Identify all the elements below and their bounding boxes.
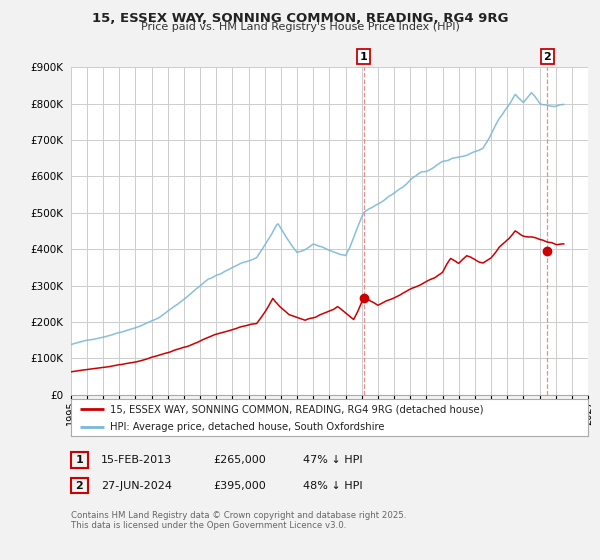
Text: 15, ESSEX WAY, SONNING COMMON, READING, RG4 9RG (detached house): 15, ESSEX WAY, SONNING COMMON, READING, … xyxy=(110,404,483,414)
Text: 15-FEB-2013: 15-FEB-2013 xyxy=(101,455,172,465)
Text: Contains HM Land Registry data © Crown copyright and database right 2025.
This d: Contains HM Land Registry data © Crown c… xyxy=(71,511,406,530)
Text: 27-JUN-2024: 27-JUN-2024 xyxy=(101,480,172,491)
Text: 15, ESSEX WAY, SONNING COMMON, READING, RG4 9RG: 15, ESSEX WAY, SONNING COMMON, READING, … xyxy=(92,12,508,25)
Text: £265,000: £265,000 xyxy=(213,455,266,465)
Text: 47% ↓ HPI: 47% ↓ HPI xyxy=(303,455,362,465)
Text: 1: 1 xyxy=(76,455,83,465)
Text: 2: 2 xyxy=(76,480,83,491)
Text: Price paid vs. HM Land Registry's House Price Index (HPI): Price paid vs. HM Land Registry's House … xyxy=(140,22,460,32)
Text: 2: 2 xyxy=(544,52,551,62)
Text: £395,000: £395,000 xyxy=(213,480,266,491)
Text: 48% ↓ HPI: 48% ↓ HPI xyxy=(303,480,362,491)
Text: 1: 1 xyxy=(360,52,368,62)
Text: HPI: Average price, detached house, South Oxfordshire: HPI: Average price, detached house, Sout… xyxy=(110,422,384,432)
